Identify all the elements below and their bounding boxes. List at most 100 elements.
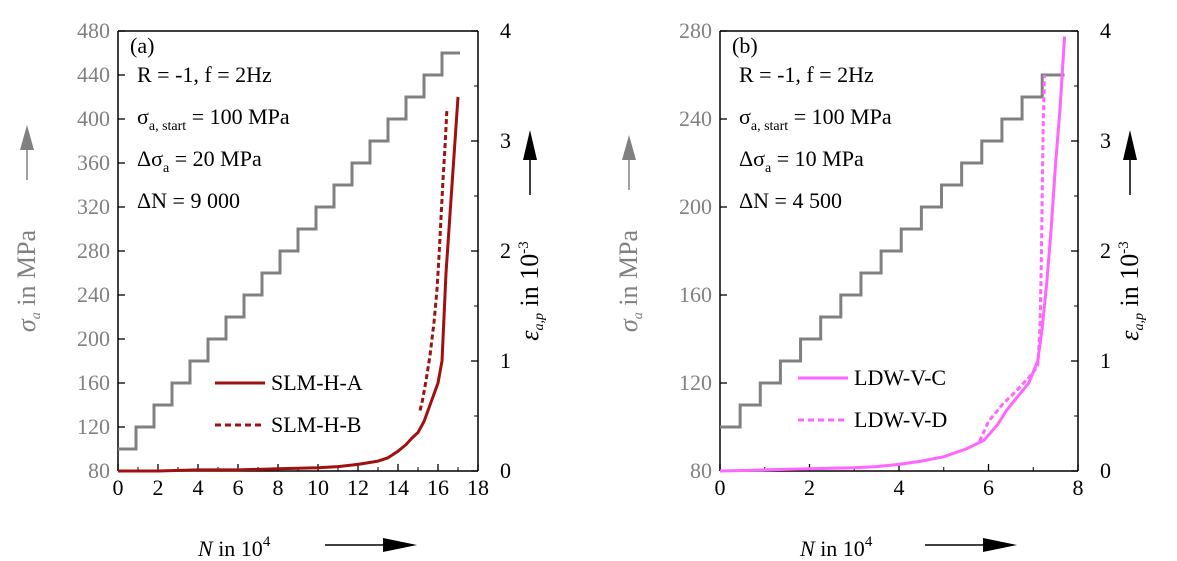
annotation-text: = 100 MPa xyxy=(788,104,892,129)
right-label-symbol: ε xyxy=(515,330,544,341)
annotation-symbol: Δσ xyxy=(739,146,765,171)
x-tick-label: 2 xyxy=(804,475,815,500)
right-tick-label: 0 xyxy=(500,458,511,483)
right-label-exp: -3 xyxy=(516,241,532,254)
x-label-unit: in 10 xyxy=(213,536,263,561)
left-label-symbol: σ xyxy=(614,318,643,332)
right-tick-label: 2 xyxy=(1100,238,1111,263)
left-tick-label: 400 xyxy=(77,106,110,131)
left-label-arrowhead xyxy=(622,135,636,160)
left-tick-label: 160 xyxy=(679,282,712,307)
series-line-ldw-v-c xyxy=(719,36,1067,473)
right-tick-label: 1 xyxy=(500,348,511,373)
right-label-arrowhead xyxy=(1123,130,1137,160)
annotation-symbol: σ xyxy=(137,104,149,129)
left-tick-label: 160 xyxy=(77,370,110,395)
series-line-slm-h-a xyxy=(118,96,460,473)
panel-label: (a) xyxy=(130,33,154,58)
left-tick-label: 480 xyxy=(77,18,110,43)
x-tick-label: 8 xyxy=(1073,475,1084,500)
right-label-sub: a,p xyxy=(1132,313,1147,331)
annotation-line: σa, start = 100 MPa xyxy=(137,104,290,134)
left-tick-label: 440 xyxy=(77,62,110,87)
left-label-unit: in MPa xyxy=(614,229,643,312)
right-tick-label: 0 xyxy=(1100,458,1111,483)
annotation-line: σa, start = 100 MPa xyxy=(739,104,892,134)
x-label-unit: in 10 xyxy=(815,536,865,561)
x-tick-label: 4 xyxy=(894,475,905,500)
right-y-axis-label: εa,p in 10-3 xyxy=(1115,241,1147,340)
x-tick-label: 6 xyxy=(983,475,994,500)
x-tick-label: 12 xyxy=(347,475,369,500)
series-line-ldw-v-d xyxy=(978,74,1046,442)
stress-step-line xyxy=(118,51,460,451)
panel-label: (b) xyxy=(732,33,758,58)
annotation-text: R = -1, f = 2Hz xyxy=(137,62,272,87)
annotation-subscript: a xyxy=(163,161,170,176)
left-tick-label: 320 xyxy=(77,194,110,219)
annotation-subscript: a, start xyxy=(149,119,186,134)
right-label-symbol: ε xyxy=(1115,330,1144,341)
annotation-text: R = -1, f = 2Hz xyxy=(739,62,874,87)
left-label-sub: a xyxy=(631,312,646,319)
left-tick-label: 240 xyxy=(679,106,712,131)
legend-label: SLM-H-A xyxy=(271,370,363,395)
left-label-sub: a xyxy=(29,312,44,319)
x-tick-label: 2 xyxy=(153,475,164,500)
annotation-symbol: σ xyxy=(739,104,751,129)
x-tick-label: 4 xyxy=(193,475,204,500)
right-tick-label: 3 xyxy=(1100,128,1111,153)
annotation-line: ΔN = 4 500 xyxy=(739,188,842,213)
x-tick-label: 10 xyxy=(307,475,329,500)
left-tick-label: 240 xyxy=(77,282,110,307)
left-y-axis-label: σa in MPa xyxy=(614,229,646,332)
series-line-slm-h-b xyxy=(418,107,449,411)
x-label-arrowhead xyxy=(383,538,417,552)
annotation-text: = 20 MPa xyxy=(169,146,262,171)
annotation-text: = 100 MPa xyxy=(186,104,290,129)
annotation-line: ΔN = 9 000 xyxy=(137,188,240,213)
left-tick-label: 80 xyxy=(690,458,712,483)
right-tick-label: 3 xyxy=(500,128,511,153)
x-label-arrowhead xyxy=(983,538,1017,552)
x-tick-label: 0 xyxy=(113,475,124,500)
annotation-subscript: a, start xyxy=(751,119,788,134)
annotation-line: Δσa = 20 MPa xyxy=(137,146,262,176)
x-tick-label: 6 xyxy=(233,475,244,500)
left-label-unit: in MPa xyxy=(12,229,41,312)
right-label-arrowhead xyxy=(523,130,537,160)
left-tick-label: 80 xyxy=(88,458,110,483)
stress-step-line xyxy=(720,73,1065,429)
right-label-unit: in 10 xyxy=(1115,254,1144,313)
legend-label: SLM-H-B xyxy=(271,412,361,437)
legend-label: LDW-V-D xyxy=(854,407,947,432)
left-tick-label: 280 xyxy=(77,238,110,263)
annotation-line: Δσa = 10 MPa xyxy=(739,146,864,176)
right-label-unit: in 10 xyxy=(515,254,544,313)
right-label-sub: a,p xyxy=(532,313,547,331)
right-tick-label: 4 xyxy=(500,18,511,43)
left-tick-label: 120 xyxy=(77,414,110,439)
annotation-text: = 10 MPa xyxy=(771,146,864,171)
left-tick-label: 280 xyxy=(679,18,712,43)
x-label-exp: 4 xyxy=(263,534,271,550)
right-label-exp: -3 xyxy=(1116,241,1132,254)
left-tick-label: 200 xyxy=(77,326,110,351)
annotation-subscript: a xyxy=(765,161,772,176)
x-label-var: N xyxy=(799,536,816,561)
right-tick-label: 2 xyxy=(500,238,511,263)
annotation-text: ΔN = 9 000 xyxy=(137,188,240,213)
x-tick-label: 14 xyxy=(387,475,409,500)
chart-panel-b: 0 2 4 6 8 80 120 160 200 240 280 0 1 2 3 4 LDW-V-C LDW-V-… xyxy=(614,18,1147,561)
left-tick-label: 120 xyxy=(679,370,712,395)
legend-label: LDW-V-C xyxy=(854,365,946,390)
left-y-axis-label: σa in MPa xyxy=(12,229,44,332)
chart-panel-a: 0 2 4 6 8 10 12 14 16 188012016020024028032036040… xyxy=(12,18,547,561)
annotation-line: R = -1, f = 2Hz xyxy=(739,62,874,87)
annotation-line: R = -1, f = 2Hz xyxy=(137,62,272,87)
right-tick-label: 4 xyxy=(1100,18,1111,43)
x-tick-label: 8 xyxy=(273,475,284,500)
left-label-symbol: σ xyxy=(12,318,41,332)
right-y-axis-label: εa,p in 10-3 xyxy=(515,241,547,340)
